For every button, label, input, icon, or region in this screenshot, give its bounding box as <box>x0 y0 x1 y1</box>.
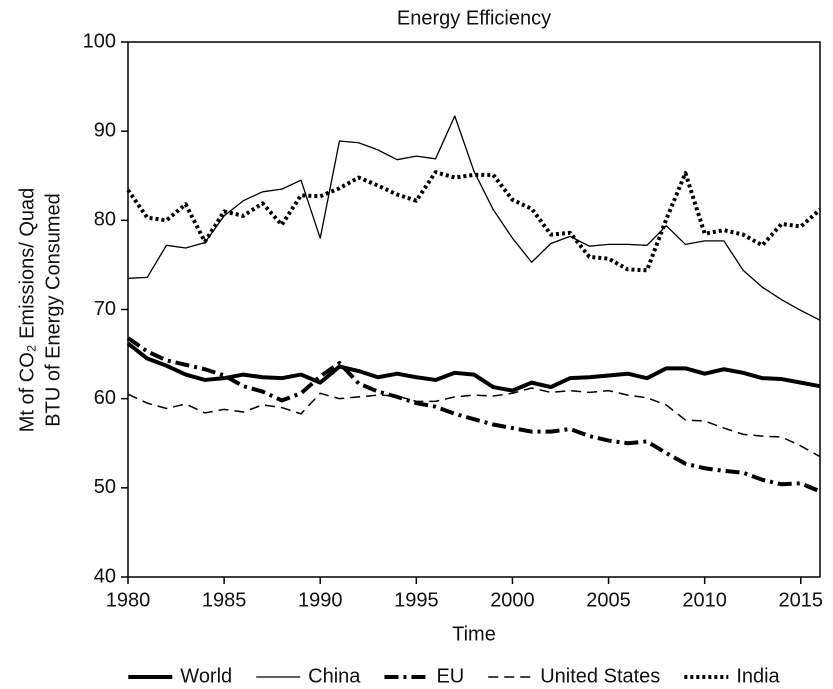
y-tick-label: 50 <box>94 476 116 498</box>
legend-label: EU <box>436 665 464 687</box>
x-tick-label: 1980 <box>106 589 151 611</box>
y-tick-label: 100 <box>83 30 116 52</box>
x-axis-label: Time <box>452 623 496 645</box>
y-axis-label: Mt of CO₂ Emissions/ Quad <box>16 188 38 433</box>
legend-label: World <box>180 665 232 687</box>
x-tick-label: 2015 <box>779 589 824 611</box>
y-tick-label: 80 <box>94 209 116 231</box>
series-line <box>126 341 821 393</box>
y-tick-label: 70 <box>94 298 116 320</box>
y-tick-label: 90 <box>94 119 116 141</box>
plot-frame <box>127 41 821 578</box>
series-line <box>126 336 821 494</box>
x-tick-label: 1990 <box>298 589 343 611</box>
series-line <box>127 115 821 321</box>
series-line <box>126 170 822 273</box>
series-line <box>127 387 821 458</box>
legend-label: China <box>308 665 361 687</box>
x-tick-label: 2000 <box>490 589 535 611</box>
legend-label: United States <box>540 665 660 687</box>
x-tick-label: 2005 <box>586 589 631 611</box>
chart-title: Energy Efficiency <box>397 7 551 29</box>
legend-label: India <box>736 665 780 687</box>
y-tick-label: 60 <box>94 387 116 409</box>
x-tick-label: 2010 <box>682 589 727 611</box>
x-tick-label: 1985 <box>202 589 247 611</box>
x-tick-label: 1995 <box>394 589 439 611</box>
y-tick-label: 40 <box>94 565 116 587</box>
y-axis-label: BTU of Energy Consumed <box>42 193 64 426</box>
